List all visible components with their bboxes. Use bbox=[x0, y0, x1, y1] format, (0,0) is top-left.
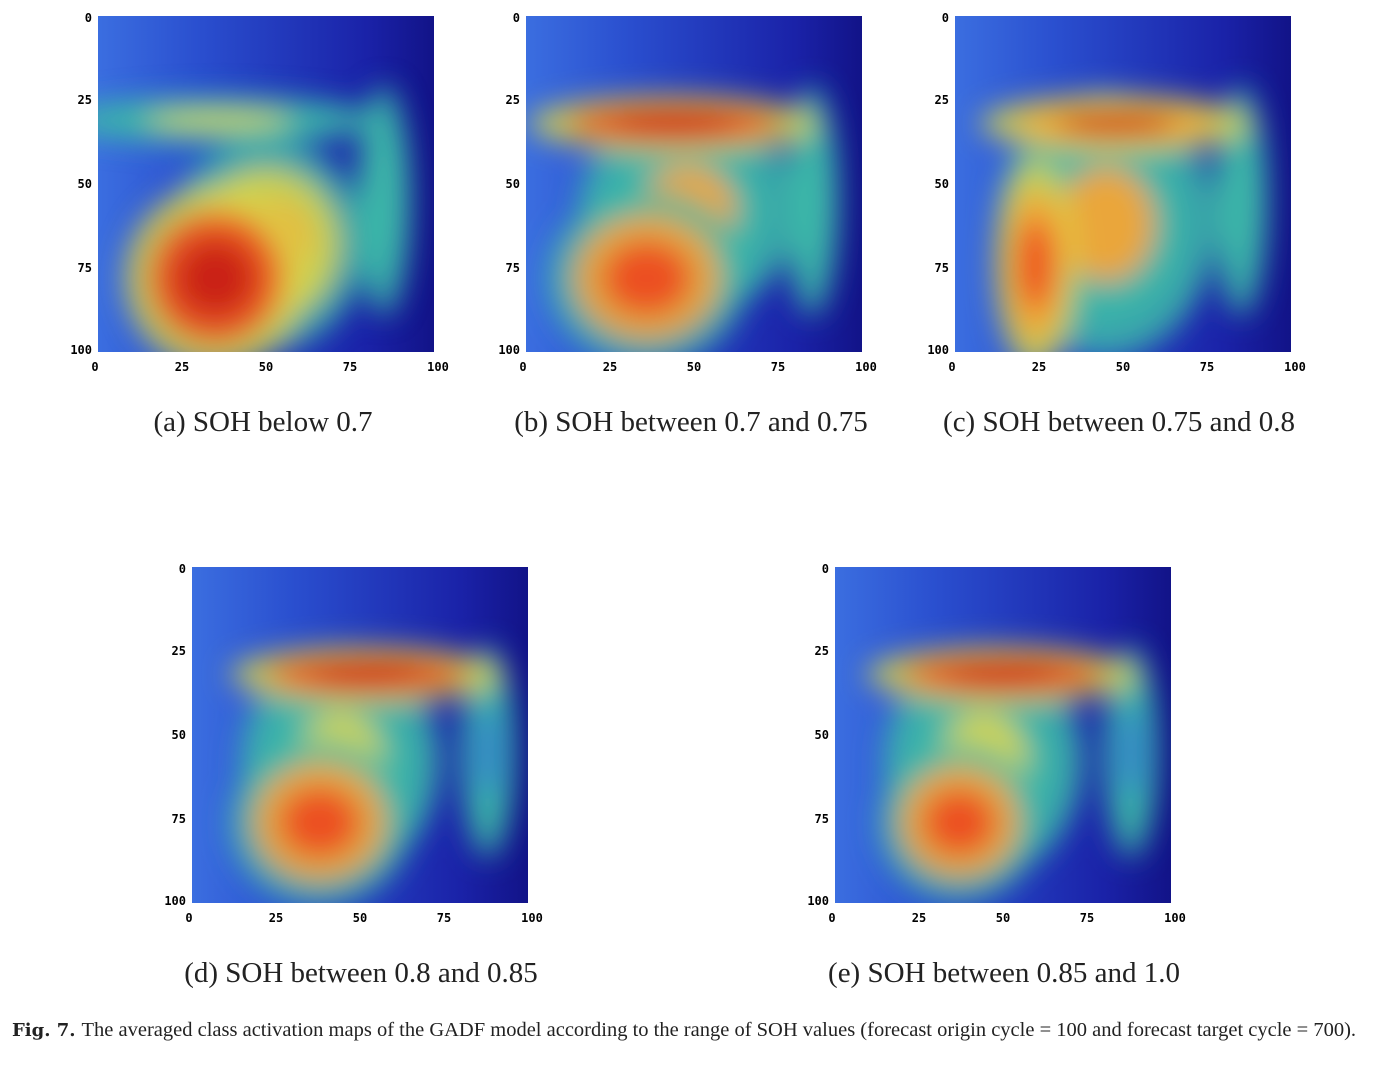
x-tick-label: 0 bbox=[185, 911, 193, 925]
x-tick-label: 100 bbox=[521, 911, 543, 925]
activation-hotspot bbox=[371, 151, 396, 251]
x-tick-label: 50 bbox=[995, 911, 1011, 925]
activation-hotspot bbox=[306, 663, 428, 686]
figure-caption-text: The averaged class activation maps of th… bbox=[81, 1019, 1357, 1041]
y-tick-label: 100 bbox=[498, 343, 520, 357]
heatmap-image-c bbox=[955, 16, 1291, 352]
activation-hotspot bbox=[1118, 706, 1143, 798]
x-tick-label: 100 bbox=[855, 360, 877, 374]
heatmap-svg-a bbox=[98, 16, 434, 352]
y-tick-label: 75 bbox=[505, 261, 520, 275]
y-tick-label: 0 bbox=[821, 562, 829, 576]
y-tick-label: 25 bbox=[814, 644, 829, 658]
figure-caption-label: Fig. 7. bbox=[12, 1020, 76, 1041]
activation-hotspot bbox=[923, 789, 996, 856]
x-tick-label: 75 bbox=[1079, 911, 1095, 925]
x-tick-label: 100 bbox=[427, 360, 449, 374]
x-tick-label: 100 bbox=[1164, 911, 1186, 925]
activation-hotspot bbox=[475, 706, 500, 798]
y-tick-label: 50 bbox=[934, 177, 949, 191]
y-tick-label: 25 bbox=[171, 644, 186, 658]
y-tick-label: 50 bbox=[171, 728, 186, 742]
activation-hotspot bbox=[1055, 112, 1177, 135]
panel-caption-a: (a) SOH below 0.7 bbox=[153, 406, 373, 438]
x-tick-label: 50 bbox=[686, 360, 702, 374]
activation-hotspot bbox=[1017, 219, 1054, 310]
heatmap-svg-c bbox=[955, 16, 1291, 352]
x-tick-label: 25 bbox=[174, 360, 190, 374]
panel-caption-c: (c) SOH between 0.75 and 0.8 bbox=[943, 406, 1295, 438]
heatmap-svg-b bbox=[526, 16, 862, 352]
x-tick-label: 25 bbox=[1031, 360, 1047, 374]
x-tick-label: 0 bbox=[948, 360, 956, 374]
y-tick-label: 50 bbox=[505, 177, 520, 191]
y-tick-label: 25 bbox=[505, 93, 520, 107]
x-tick-label: 25 bbox=[268, 911, 284, 925]
activation-hotspot bbox=[602, 240, 692, 316]
activation-hotspot bbox=[1228, 151, 1253, 251]
x-tick-label: 50 bbox=[1115, 360, 1131, 374]
x-tick-label: 25 bbox=[602, 360, 618, 374]
y-tick-label: 100 bbox=[807, 894, 829, 908]
x-tick-label: 0 bbox=[828, 911, 836, 925]
heatmap-image-b bbox=[526, 16, 862, 352]
y-tick-label: 0 bbox=[178, 562, 186, 576]
activation-hotspot bbox=[1057, 166, 1155, 282]
panel-caption-e: (e) SOH between 0.85 and 1.0 bbox=[828, 957, 1180, 989]
x-tick-label: 25 bbox=[911, 911, 927, 925]
heatmap-svg-d bbox=[192, 567, 528, 903]
y-tick-label: 0 bbox=[512, 11, 520, 25]
y-tick-label: 25 bbox=[934, 93, 949, 107]
y-tick-label: 100 bbox=[70, 343, 92, 357]
y-tick-label: 50 bbox=[814, 728, 829, 742]
y-tick-label: 75 bbox=[77, 261, 92, 275]
x-tick-label: 75 bbox=[436, 911, 452, 925]
y-tick-label: 100 bbox=[164, 894, 186, 908]
figure-caption: Fig. 7. The averaged class activation map… bbox=[12, 1016, 1374, 1045]
x-tick-label: 50 bbox=[352, 911, 368, 925]
y-tick-label: 75 bbox=[934, 261, 949, 275]
x-tick-label: 0 bbox=[91, 360, 99, 374]
x-tick-label: 75 bbox=[1199, 360, 1215, 374]
y-tick-label: 0 bbox=[941, 11, 949, 25]
activation-hotspot bbox=[942, 663, 1064, 686]
panel-caption-b: (b) SOH between 0.7 and 0.75 bbox=[514, 406, 868, 438]
activation-hotspot bbox=[146, 111, 292, 130]
activation-hotspot bbox=[175, 238, 256, 318]
panel-caption-d: (d) SOH between 0.8 and 0.85 bbox=[184, 957, 538, 989]
heatmap-image-e bbox=[835, 567, 1171, 903]
x-tick-label: 0 bbox=[519, 360, 527, 374]
heatmap-image-d bbox=[192, 567, 528, 903]
activation-hotspot bbox=[609, 112, 739, 135]
activation-hotspot bbox=[279, 787, 360, 858]
x-tick-label: 75 bbox=[770, 360, 786, 374]
x-tick-label: 100 bbox=[1284, 360, 1306, 374]
y-tick-label: 50 bbox=[77, 177, 92, 191]
y-tick-label: 100 bbox=[927, 343, 949, 357]
x-tick-label: 50 bbox=[258, 360, 274, 374]
x-tick-label: 75 bbox=[342, 360, 358, 374]
y-tick-label: 25 bbox=[77, 93, 92, 107]
y-tick-label: 0 bbox=[84, 11, 92, 25]
heatmap-svg-e bbox=[835, 567, 1171, 903]
y-tick-label: 75 bbox=[171, 812, 186, 826]
y-tick-label: 75 bbox=[814, 812, 829, 826]
activation-hotspot bbox=[799, 151, 824, 251]
heatmap-image-a bbox=[98, 16, 434, 352]
